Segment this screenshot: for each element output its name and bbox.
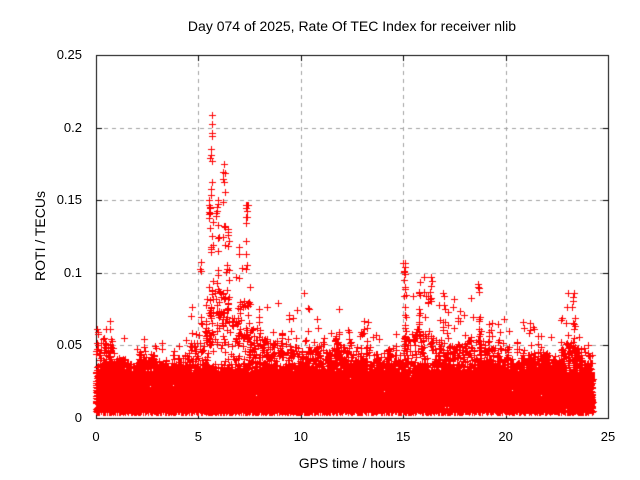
y-tick-label: 0.2: [63, 119, 82, 135]
x-tick-label: 25: [600, 429, 616, 444]
x-tick-label: 10: [293, 429, 309, 444]
y-tick-label: 0.05: [56, 337, 82, 353]
chart-title: Day 074 of 2025, Rate Of TEC Index for r…: [187, 18, 517, 34]
x-tick-label: 0: [92, 429, 100, 444]
x-tick-label: 20: [498, 429, 513, 444]
x-axis-label: GPS time / hours: [298, 455, 406, 471]
y-tick-label: 0.1: [63, 264, 82, 280]
x-tick-label: 5: [194, 429, 202, 444]
x-tick-label: 15: [395, 429, 411, 444]
y-tick-label: 0: [74, 410, 82, 425]
y-tick-label: 0.25: [56, 47, 82, 62]
y-tick-label: 0.15: [56, 192, 82, 208]
